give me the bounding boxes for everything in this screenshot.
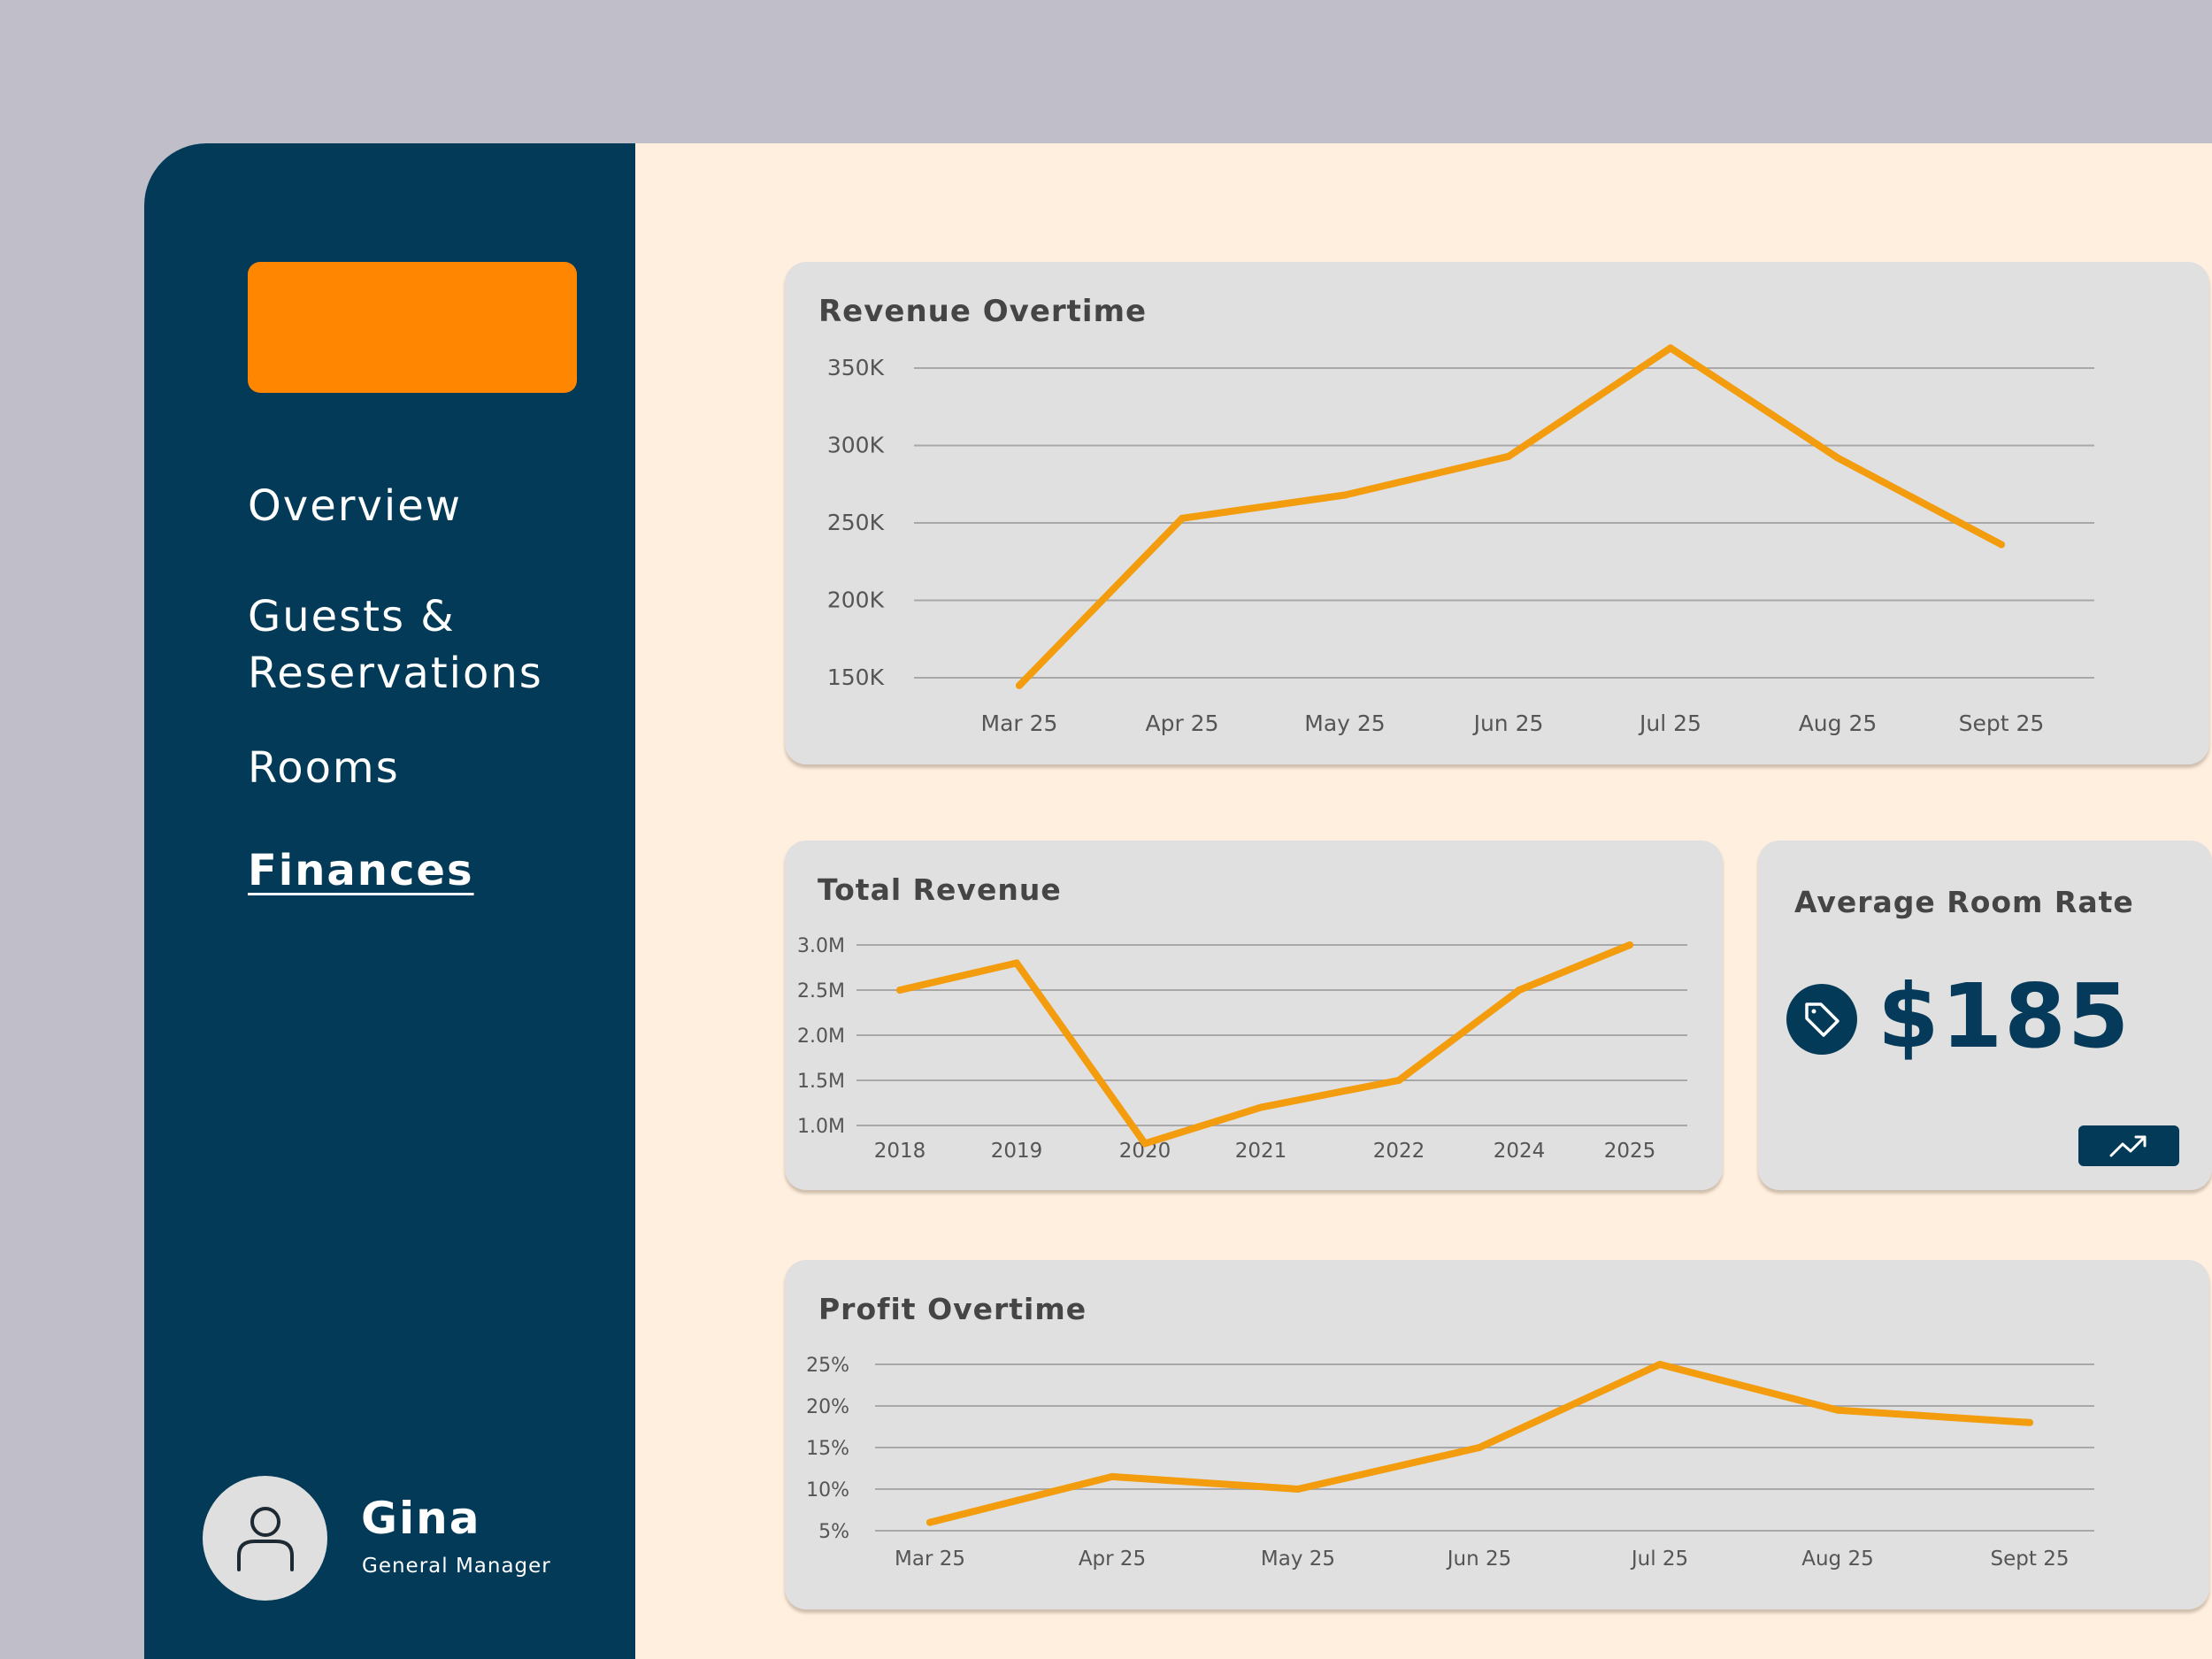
x-tick-label: May 25: [1261, 1548, 1335, 1571]
data-point: [1998, 541, 2005, 549]
card-title: Total Revenue: [818, 872, 1062, 907]
trend-button[interactable]: [2078, 1125, 2179, 1166]
nav-item-finances[interactable]: Finances: [248, 846, 474, 895]
data-point: [1505, 452, 1512, 460]
price-tag-icon: [1786, 984, 1857, 1055]
card-title: Average Room Rate: [1794, 885, 2134, 919]
y-tick-label: 2.0M: [797, 1025, 845, 1048]
data-point: [926, 1518, 933, 1526]
x-tick-label: 2018: [874, 1140, 926, 1163]
data-point: [1141, 1140, 1148, 1148]
y-tick-label: 1.5M: [797, 1071, 845, 1093]
x-tick-label: Jul 25: [1630, 1548, 1688, 1571]
user-role: General Manager: [362, 1555, 551, 1578]
nav-item-guests-reservations[interactable]: Guests & Reservations: [248, 592, 543, 698]
data-point: [1257, 1103, 1264, 1111]
average-room-rate-value: $185: [1878, 964, 2131, 1068]
dashboard-app: Overview Guests & Reservations Rooms Fin…: [144, 143, 2212, 1659]
user-icon: [237, 1507, 294, 1571]
data-point: [1395, 1077, 1402, 1084]
x-tick-label: Mar 25: [981, 710, 1058, 736]
x-tick-label: May 25: [1304, 710, 1385, 736]
data-point: [896, 987, 903, 994]
data-point: [1016, 681, 1023, 689]
series-line: [896, 941, 1633, 1148]
y-tick-label: 1.0M: [797, 1116, 845, 1138]
x-tick-label: Apr 25: [1079, 1548, 1146, 1571]
y-tick-label: 2.5M: [797, 980, 845, 1002]
y-tick-label: 20%: [806, 1396, 849, 1418]
x-tick-label: Sept 25: [1959, 710, 2045, 736]
data-point: [1109, 1472, 1116, 1480]
data-point: [1656, 1361, 1663, 1368]
trending-up-icon: [2109, 1135, 2147, 1157]
y-tick-label: 250K: [827, 510, 885, 535]
card-title: Profit Overtime: [818, 1292, 1087, 1326]
data-point: [2026, 1418, 2033, 1426]
profit-overtime-card: Profit Overtime 25% 20% 15% 10% 5% Mar 25 Apr …: [785, 1260, 2209, 1609]
y-tick-label: 350K: [827, 355, 885, 380]
series-line: [926, 1361, 2033, 1526]
revenue-overtime-card: Revenue Overtime 350K 300K 250K 200K 150K Mar…: [785, 262, 2209, 764]
data-point: [1179, 514, 1186, 522]
x-tick-label: Aug 25: [1799, 710, 1878, 736]
y-tick-label: 150K: [827, 664, 885, 690]
y-tick-label: 200K: [827, 588, 885, 613]
x-tick-label: 2021: [1235, 1140, 1287, 1163]
data-point: [1834, 454, 1841, 462]
x-tick-label: Jun 25: [1446, 1548, 1512, 1571]
avatar[interactable]: [203, 1476, 327, 1601]
sidebar: Overview Guests & Reservations Rooms Fin…: [144, 143, 635, 1659]
x-tick-label: Jul 25: [1638, 710, 1701, 736]
x-tick-label: Mar 25: [895, 1548, 965, 1571]
user-name: Gina: [361, 1493, 481, 1544]
y-tick-label: 25%: [806, 1355, 849, 1377]
data-point: [1516, 987, 1523, 994]
data-point: [1834, 1406, 1841, 1414]
x-tick-label: Jun 25: [1472, 710, 1544, 736]
data-point: [1626, 941, 1633, 949]
x-tick-label: 2025: [1604, 1140, 1656, 1163]
y-tick-label: 3.0M: [797, 935, 845, 957]
profit-line-chart: 25% 20% 15% 10% 5% Mar 25 Apr 25 May 25 Jun 25 Ju…: [806, 1355, 2094, 1571]
data-point: [1667, 344, 1674, 352]
y-tick-label: 15%: [806, 1438, 849, 1460]
data-point: [1341, 491, 1348, 499]
data-point: [1294, 1486, 1302, 1493]
data-point: [1013, 959, 1020, 967]
x-tick-label: 2019: [991, 1140, 1043, 1163]
logo-placeholder[interactable]: [248, 262, 577, 393]
series-line: [1016, 344, 2005, 689]
y-tick-label: 5%: [818, 1521, 849, 1543]
x-tick-label: Apr 25: [1145, 710, 1218, 736]
nav-item-rooms[interactable]: Rooms: [248, 743, 400, 793]
total-revenue-card: Total Revenue 3.0M 2.5M 2.0M 1.5M 1.0M 2018 20…: [785, 841, 1723, 1190]
average-room-rate-card: Average Room Rate $185: [1758, 841, 2212, 1190]
y-tick-label: 10%: [806, 1479, 849, 1502]
x-tick-label: Sept 25: [1991, 1548, 2070, 1571]
data-point: [1476, 1444, 1483, 1451]
revenue-line-chart: 350K 300K 250K 200K 150K Mar 25 Apr 25 May 25 Ju…: [827, 344, 2094, 736]
x-tick-label: 2022: [1373, 1140, 1425, 1163]
y-tick-label: 300K: [827, 433, 885, 458]
x-tick-label: 2024: [1494, 1140, 1546, 1163]
x-tick-label: Aug 25: [1801, 1548, 1874, 1571]
card-title: Revenue Overtime: [818, 294, 1148, 329]
nav-item-overview[interactable]: Overview: [248, 481, 462, 531]
